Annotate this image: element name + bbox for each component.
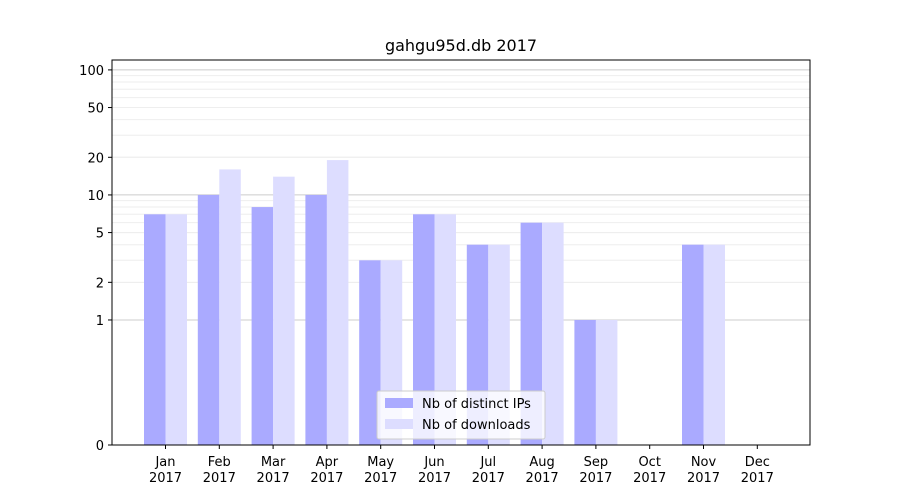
y-tick-label: 10 — [87, 189, 104, 204]
x-tick-label-year: 2017 — [472, 471, 505, 486]
bar-downloads — [542, 222, 564, 445]
x-tick-label-month: Oct — [638, 455, 660, 470]
y-tick-label: 100 — [79, 64, 104, 79]
x-tick-label-year: 2017 — [149, 471, 182, 486]
legend-swatch-distinct-ips — [385, 398, 413, 408]
bar-downloads — [595, 319, 618, 445]
y-tick-label: 50 — [87, 102, 104, 117]
legend-label-distinct-ips: Nb of distinct IPs — [422, 397, 531, 412]
bar-distinct-ips — [144, 214, 166, 445]
bar-distinct-ips — [682, 244, 704, 445]
bar-distinct-ips — [359, 260, 381, 445]
bar-distinct-ips — [413, 214, 435, 445]
x-tick-label-month: Jul — [479, 455, 496, 470]
x-tick-label-month: Apr — [316, 455, 339, 470]
x-tick-label-month: Feb — [208, 455, 231, 470]
y-axis: 0 1 2 5 10 20 50 100 — [79, 64, 112, 454]
bar-downloads — [326, 160, 349, 445]
bar-downloads — [165, 214, 187, 445]
bar-downloads — [434, 214, 456, 445]
x-tick-label-month: May — [367, 455, 394, 470]
x-tick-label-year: 2017 — [310, 471, 343, 486]
y-tick-label: 2 — [96, 276, 104, 291]
bar-distinct-ips — [574, 319, 596, 445]
bar-downloads — [219, 169, 241, 445]
y-tick-label: 1 — [96, 314, 104, 329]
x-tick-label-month: Aug — [529, 455, 554, 470]
bar-downloads — [703, 244, 725, 445]
chart-title: gahgu95d.db 2017 — [385, 36, 537, 55]
legend-box — [376, 390, 546, 440]
x-axis: Jan2017Feb2017Mar2017Apr2017May2017Jun20… — [149, 445, 774, 486]
y-tick-label: 0 — [96, 439, 104, 454]
x-tick-label-year: 2017 — [257, 471, 290, 486]
legend-label-downloads: Nb of downloads — [422, 418, 531, 433]
x-tick-label-year: 2017 — [687, 471, 720, 486]
bar-distinct-ips — [197, 194, 220, 445]
bar-distinct-ips — [251, 207, 274, 445]
x-tick-label-month: Nov — [691, 455, 717, 470]
x-tick-label-year: 2017 — [418, 471, 451, 486]
x-tick-label-year: 2017 — [526, 471, 559, 486]
x-tick-label-month: Jan — [154, 455, 175, 470]
x-tick-label-month: Sep — [584, 455, 609, 470]
x-tick-label-year: 2017 — [741, 471, 774, 486]
x-tick-label-year: 2017 — [633, 471, 666, 486]
bar-distinct-ips — [520, 222, 543, 445]
y-tick-label: 5 — [96, 227, 104, 242]
y-tick-label: 20 — [87, 151, 104, 166]
legend-swatch-downloads — [385, 419, 413, 429]
x-tick-label-year: 2017 — [364, 471, 397, 486]
x-tick-label-month: Mar — [261, 455, 286, 470]
x-tick-label-month: Jun — [423, 455, 444, 470]
plot-frame — [111, 59, 811, 446]
x-tick-label-year: 2017 — [203, 471, 236, 486]
legend: Nb of distinct IPs Nb of downloads — [376, 390, 546, 440]
bar-distinct-ips — [305, 194, 327, 445]
bar-downloads — [273, 176, 295, 445]
x-tick-label-year: 2017 — [579, 471, 612, 486]
x-tick-label-month: Dec — [745, 455, 770, 470]
bars-layer — [144, 160, 725, 445]
